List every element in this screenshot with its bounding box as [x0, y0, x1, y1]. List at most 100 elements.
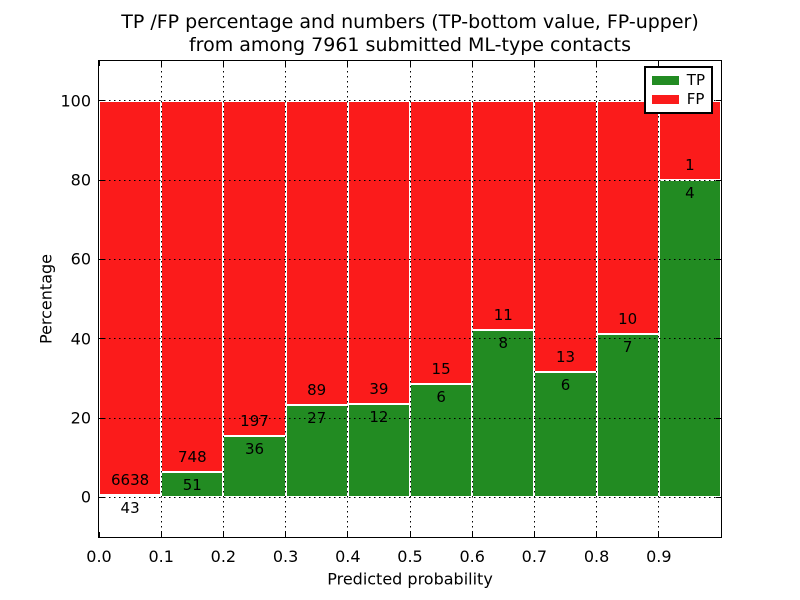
y-tick-label: 100 [60, 91, 91, 111]
bar-label-fp-count: 197 [240, 412, 269, 431]
y-axis-label: Percentage [36, 253, 56, 345]
bar-segment-tp [223, 436, 286, 498]
x-tick-mark [222, 61, 224, 66]
y-tick-mark [99, 100, 104, 102]
x-tick-mark [658, 61, 660, 66]
legend: TP FP [643, 66, 713, 114]
x-tick-label: 0.5 [397, 547, 423, 566]
legend-row-fp: FP [651, 90, 705, 109]
x-tick-mark [222, 532, 224, 537]
bar-label-tp-count: 51 [182, 476, 202, 494]
bar-label-fp-count: 15 [431, 360, 451, 378]
x-tick-mark [285, 61, 287, 66]
bar-label-fp-count: 1 [685, 156, 695, 174]
bar-label-tp-count: 8 [498, 334, 509, 353]
bar-segment-tp [410, 384, 473, 498]
x-tick-label: 0.8 [583, 547, 610, 566]
y-tick-label: 20 [70, 408, 91, 428]
bar-segment-tp [534, 372, 597, 498]
bar-label-tp-count: 27 [307, 409, 327, 427]
y-tick-mark [99, 338, 104, 340]
gridline-vertical [222, 61, 224, 537]
gridline-vertical [409, 61, 411, 537]
bar-label-fp-count: 13 [555, 348, 576, 367]
bar-label-tp-count: 12 [369, 408, 389, 426]
plot-area: TP FP 6638 43 748 51 197 36 89 27 39 12 15 6 11 8 13 6 1… [98, 60, 722, 538]
x-tick-mark [471, 61, 473, 66]
y-tick-mark [716, 179, 721, 181]
legend-row-tp: TP [651, 71, 705, 90]
bar-label-tp-count: 7 [622, 338, 633, 356]
legend-label-fp: FP [686, 90, 705, 108]
x-tick-mark [471, 532, 473, 537]
x-tick-label: 0.3 [272, 547, 299, 566]
x-tick-mark [596, 532, 598, 537]
y-tick-mark [716, 417, 721, 419]
bar-segment-fp [347, 100, 410, 404]
x-tick-label: 0.6 [459, 547, 485, 566]
bar-label-fp-count: 6638 [111, 470, 150, 489]
bar-segment-fp [161, 100, 224, 472]
x-tick-mark [533, 61, 535, 66]
legend-label-tp: TP [686, 71, 705, 89]
x-tick-mark [98, 61, 100, 66]
y-tick-mark [716, 496, 721, 498]
x-tick-mark [409, 61, 411, 66]
gridline-horizontal [99, 496, 721, 498]
chart-title-line-1: TP /FP percentage and numbers (TP-bottom… [121, 11, 699, 33]
x-tick-label: 0.0 [86, 547, 112, 566]
gridline-horizontal [99, 258, 721, 260]
legend-swatch-fp [651, 95, 679, 104]
x-tick-mark [347, 61, 349, 66]
x-tick-label: 0.1 [148, 547, 174, 566]
bar-label-fp-count: 89 [307, 381, 327, 399]
bar-segment-tp [596, 334, 659, 498]
x-tick-mark [98, 532, 100, 537]
bar-segment-fp [285, 100, 348, 405]
y-tick-mark [716, 100, 721, 102]
y-tick-label: 80 [70, 170, 91, 190]
x-tick-label: 0.2 [210, 547, 237, 566]
gridline-horizontal [99, 338, 721, 340]
x-tick-mark [658, 532, 660, 537]
x-tick-mark [160, 532, 162, 537]
x-tick-mark [285, 532, 287, 537]
bar-label-tp-count: 6 [560, 376, 571, 395]
y-tick-mark [99, 258, 104, 260]
y-tick-mark [99, 417, 104, 419]
gridline-vertical [285, 61, 287, 537]
bar-segment-tp [285, 405, 348, 498]
gridline-vertical [160, 61, 162, 537]
bar-label-fp-count: 10 [618, 310, 638, 328]
x-tick-mark [347, 532, 349, 537]
chart-title-line-2: from among 7961 submitted ML-type contac… [188, 34, 632, 56]
gridline-horizontal [99, 100, 721, 102]
x-tick-mark [596, 61, 598, 66]
x-tick-mark [160, 61, 162, 66]
y-tick-label: 0 [80, 487, 91, 507]
gridline-vertical [596, 61, 598, 537]
bar-label-fp-count: 11 [493, 306, 513, 325]
y-tick-mark [99, 179, 104, 181]
bar-label-tp-count: 4 [685, 184, 695, 202]
x-tick-mark [409, 532, 411, 537]
bar-segment-fp [596, 100, 659, 334]
bar-label-fp-count: 39 [369, 380, 389, 398]
gridline-vertical [471, 61, 473, 537]
bar-segment-fp [410, 100, 473, 384]
x-axis-label: Predicted probability [327, 569, 493, 589]
y-tick-label: 40 [70, 329, 91, 349]
bar-segment-fp [99, 100, 162, 495]
gridline-vertical [347, 61, 349, 537]
gridline-horizontal [99, 179, 721, 181]
x-tick-label: 0.7 [521, 547, 548, 566]
bar-label-fp-count: 748 [177, 448, 207, 466]
y-tick-mark [716, 258, 721, 260]
bar-segment-tp [347, 404, 410, 498]
bar-segment-fp [472, 100, 535, 331]
bar-segment-tp [472, 330, 535, 498]
bar-label-tp-count: 43 [120, 498, 140, 517]
bar-label-tp-count: 36 [244, 440, 265, 459]
y-tick-label: 60 [70, 249, 91, 269]
